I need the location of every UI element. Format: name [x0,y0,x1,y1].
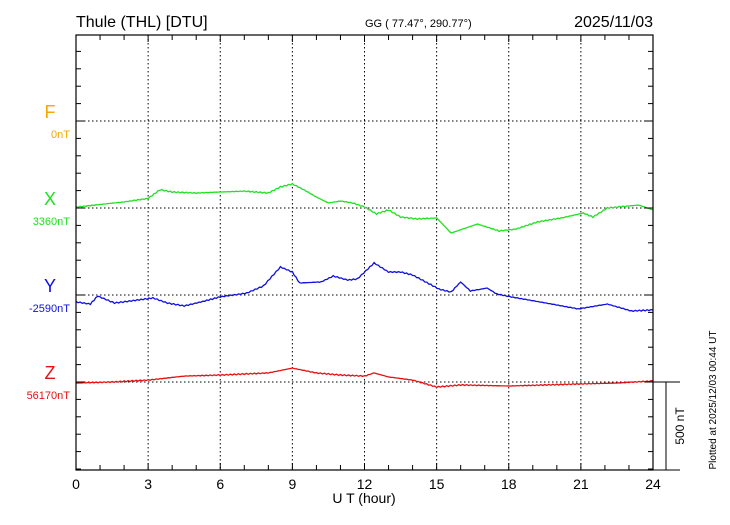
x-tick-label: 6 [216,476,224,492]
baseline-value-z: 56170nT [27,390,71,402]
series-group [75,182,654,389]
x-tick-label: 9 [288,476,296,492]
component-label-y: Y [44,276,56,296]
x-tick-label: 18 [501,476,517,492]
scale-bar-label: 500 nT [673,407,687,445]
series-line-x [75,182,654,234]
baseline-value-x: 3360nT [33,216,71,228]
grid [76,35,653,470]
plotted-timestamp: Plotted at 2025/12/03 00:44 UT [708,331,719,470]
date-label: 2025/11/03 [574,14,653,31]
baseline-value-f: 0nT [51,129,70,141]
component-label-z: Z [45,363,56,383]
scale-bar: 500 nT [653,381,687,471]
series-line-y [75,261,654,313]
x-axis-label: U T (hour) [332,490,395,506]
baseline-value-y: -2590nT [29,303,70,315]
component-labels: F 0nT X 3360nT Y -2590nT Z 56170nT [27,102,71,402]
series-line-z [75,367,654,389]
x-tick-label: 3 [144,476,152,492]
component-label-f: F [45,102,56,122]
x-tick-label: 12 [357,476,373,492]
x-tick-label: 24 [645,476,661,492]
x-tick-label: 21 [573,476,589,492]
station-title: Thule (THL) [DTU] [76,14,208,31]
component-label-x: X [44,189,56,209]
x-tick-label: 0 [72,476,80,492]
coordinates-label: GG ( 77.47°, 290.77°) [365,18,472,30]
x-tick-label: 15 [429,476,445,492]
ticks: 0 3 6 9 12 15 18 21 24 [72,35,661,492]
